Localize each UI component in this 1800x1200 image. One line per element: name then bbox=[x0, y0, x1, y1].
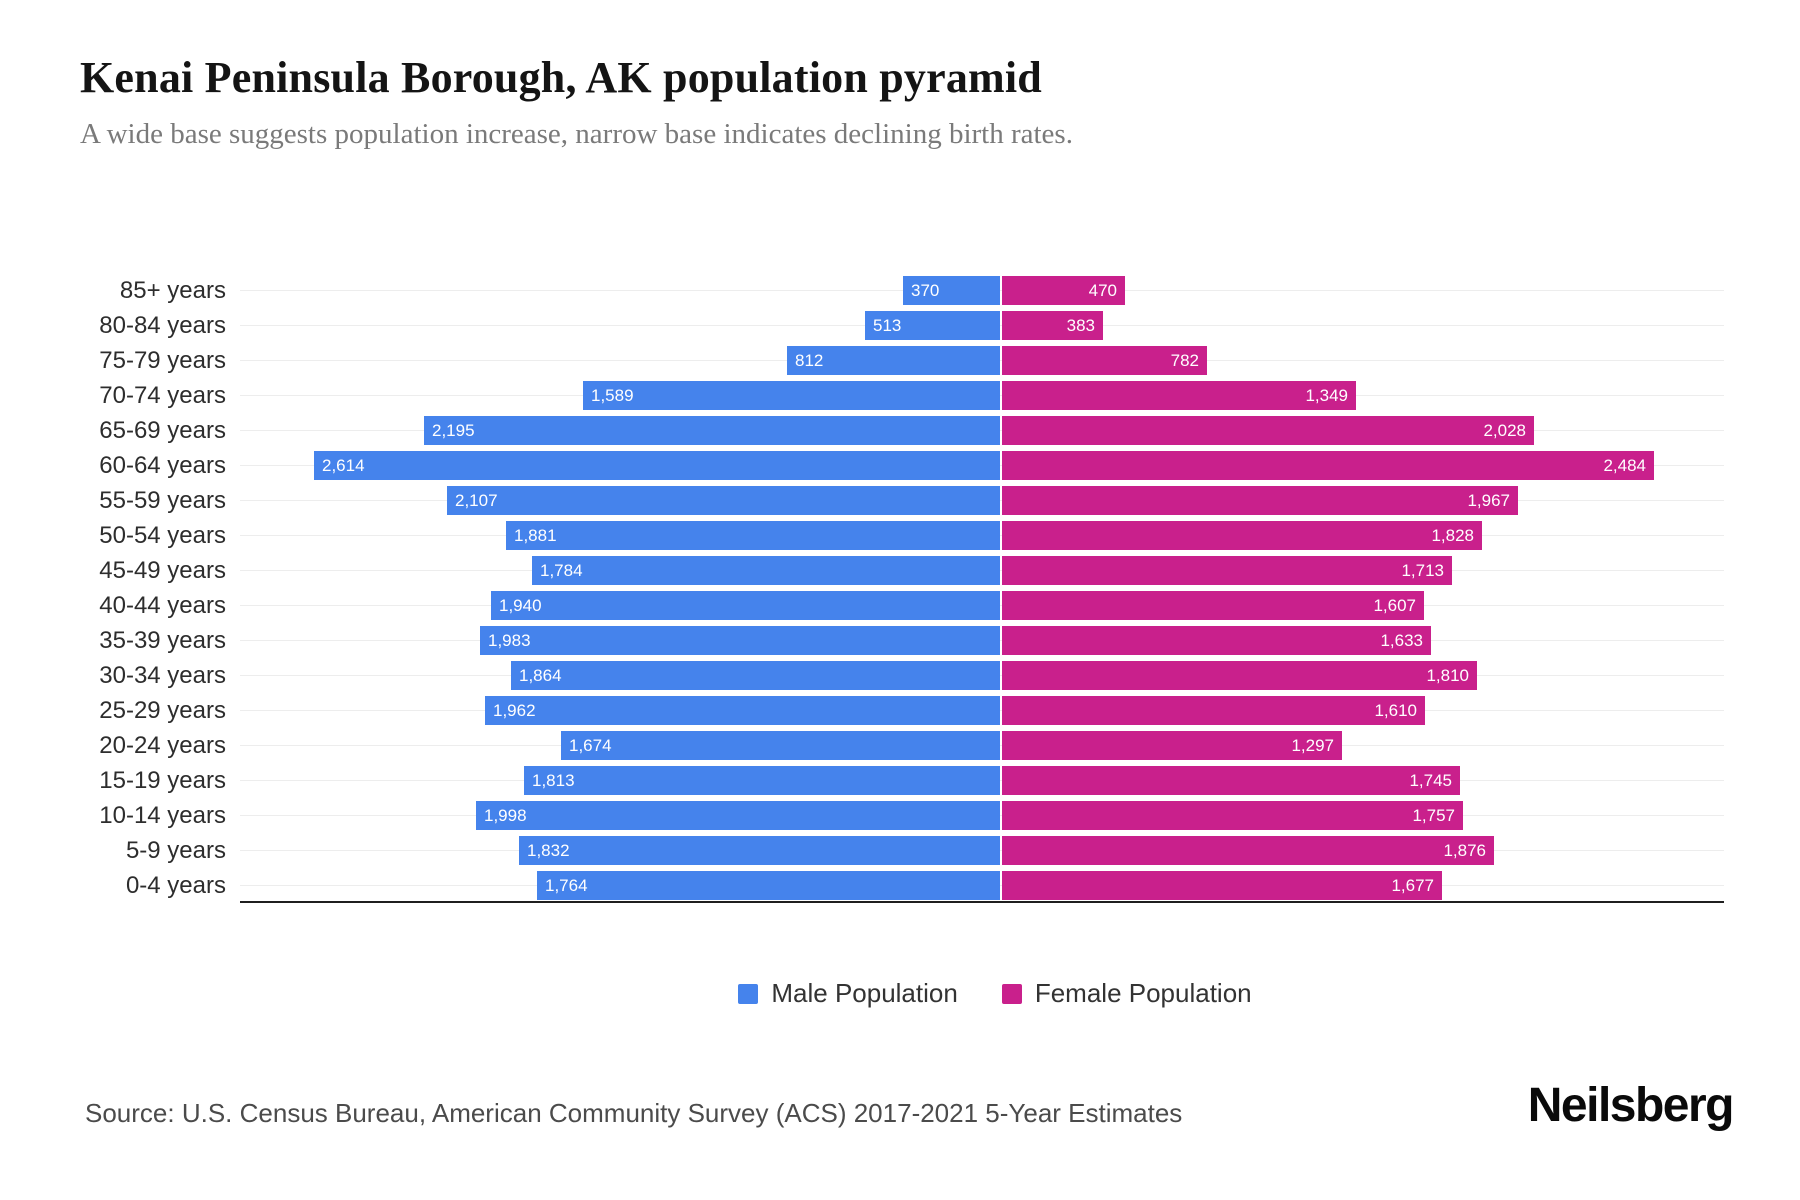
age-group-label: 60-64 years bbox=[99, 452, 226, 479]
male-bar: 1,940 bbox=[491, 591, 1000, 620]
male-legend-label: Male Population bbox=[771, 978, 958, 1008]
female-bar: 1,677 bbox=[1002, 871, 1442, 900]
male-bar: 1,764 bbox=[537, 871, 1000, 900]
male-bar: 2,195 bbox=[424, 416, 1000, 445]
pyramid-row: 65-69 years 2,195 2,028 bbox=[0, 413, 1800, 448]
pyramid-row: 70-74 years 1,589 1,349 bbox=[0, 378, 1800, 413]
age-group-label: 35-39 years bbox=[99, 627, 226, 654]
age-group-label: 85+ years bbox=[119, 277, 226, 304]
pyramid-row: 20-24 years 1,674 1,297 bbox=[0, 728, 1800, 763]
brand-logo: Neilsberg bbox=[1527, 1079, 1735, 1132]
legend-item-female: Female Population bbox=[1001, 978, 1252, 1009]
female-bar: 470 bbox=[1002, 276, 1125, 305]
male-bar: 1,998 bbox=[476, 801, 1000, 830]
pyramid-chart: 85+ years 370 470 80-84 years 513 383 75-79 ye… bbox=[0, 273, 1800, 903]
pyramid-row: 60-64 years 2,614 2,484 bbox=[0, 448, 1800, 483]
x-axis-line bbox=[240, 901, 1724, 903]
pyramid-row: 0-4 years 1,764 1,677 bbox=[0, 868, 1800, 903]
chart-title: Kenai Peninsula Borough, AK population p… bbox=[80, 53, 1042, 102]
pyramid-row: 85+ years 370 470 bbox=[0, 273, 1800, 308]
female-bar: 1,757 bbox=[1002, 801, 1463, 830]
male-legend-swatch bbox=[738, 983, 759, 1004]
female-bar: 1,633 bbox=[1002, 626, 1431, 655]
male-bar: 1,589 bbox=[583, 381, 1000, 410]
male-bar: 812 bbox=[787, 346, 1000, 375]
female-bar: 2,028 bbox=[1002, 416, 1534, 445]
pyramid-row: 15-19 years 1,813 1,745 bbox=[0, 763, 1800, 798]
age-group-label: 80-84 years bbox=[99, 312, 226, 339]
source-text: Source: U.S. Census Bureau, American Com… bbox=[85, 1098, 1183, 1128]
pyramid-row: 35-39 years 1,983 1,633 bbox=[0, 623, 1800, 658]
age-group-label: 65-69 years bbox=[99, 417, 226, 444]
male-bar: 2,107 bbox=[447, 486, 1000, 515]
female-bar: 1,607 bbox=[1002, 591, 1424, 620]
male-bar: 1,813 bbox=[524, 766, 1000, 795]
female-bar: 1,810 bbox=[1002, 661, 1477, 690]
male-bar: 1,983 bbox=[480, 626, 1000, 655]
male-bar: 1,864 bbox=[511, 661, 1000, 690]
legend: Male Population Female Population bbox=[190, 978, 1800, 1009]
male-bar: 1,832 bbox=[519, 836, 1000, 865]
male-bar: 2,614 bbox=[314, 451, 1000, 480]
male-bar: 1,784 bbox=[532, 556, 1000, 585]
pyramid-row: 45-49 years 1,784 1,713 bbox=[0, 553, 1800, 588]
pyramid-row: 80-84 years 513 383 bbox=[0, 308, 1800, 343]
female-bar: 1,828 bbox=[1002, 521, 1482, 550]
female-bar: 1,876 bbox=[1002, 836, 1494, 865]
female-bar: 1,297 bbox=[1002, 731, 1342, 760]
age-group-label: 55-59 years bbox=[99, 487, 226, 514]
pyramid-row: 5-9 years 1,832 1,876 bbox=[0, 833, 1800, 868]
pyramid-row: 55-59 years 2,107 1,967 bbox=[0, 483, 1800, 518]
male-bar: 1,962 bbox=[485, 696, 1000, 725]
female-bar: 1,745 bbox=[1002, 766, 1460, 795]
female-bar: 1,713 bbox=[1002, 556, 1452, 585]
age-group-label: 15-19 years bbox=[99, 767, 226, 794]
age-group-label: 0-4 years bbox=[125, 872, 226, 899]
age-group-label: 20-24 years bbox=[99, 732, 226, 759]
female-bar: 1,349 bbox=[1002, 381, 1356, 410]
female-bar: 383 bbox=[1002, 311, 1103, 340]
pyramid-row: 50-54 years 1,881 1,828 bbox=[0, 518, 1800, 553]
pyramid-row: 30-34 years 1,864 1,810 bbox=[0, 658, 1800, 693]
male-bar: 513 bbox=[865, 311, 1000, 340]
pyramid-row: 25-29 years 1,962 1,610 bbox=[0, 693, 1800, 728]
female-bar: 782 bbox=[1002, 346, 1207, 375]
female-bar: 2,484 bbox=[1002, 451, 1654, 480]
age-group-label: 5-9 years bbox=[125, 837, 226, 864]
chart-subtitle: A wide base suggests population increase… bbox=[80, 118, 1073, 150]
female-legend-swatch bbox=[1001, 983, 1022, 1004]
age-group-label: 50-54 years bbox=[99, 522, 226, 549]
age-group-label: 45-49 years bbox=[99, 557, 226, 584]
female-legend-label: Female Population bbox=[1034, 978, 1252, 1008]
female-bar: 1,610 bbox=[1002, 696, 1425, 725]
age-group-label: 25-29 years bbox=[99, 697, 226, 724]
pyramid-row: 10-14 years 1,998 1,757 bbox=[0, 798, 1800, 833]
male-bar: 1,881 bbox=[506, 521, 1000, 550]
age-group-label: 40-44 years bbox=[99, 592, 226, 619]
age-group-label: 30-34 years bbox=[99, 662, 226, 689]
age-group-label: 75-79 years bbox=[99, 347, 226, 374]
legend-item-male: Male Population bbox=[738, 978, 958, 1009]
pyramid-row: 75-79 years 812 782 bbox=[0, 343, 1800, 378]
male-bar: 1,674 bbox=[561, 731, 1000, 760]
age-group-label: 10-14 years bbox=[99, 802, 226, 829]
pyramid-row: 40-44 years 1,940 1,607 bbox=[0, 588, 1800, 623]
female-bar: 1,967 bbox=[1002, 486, 1518, 515]
age-group-label: 70-74 years bbox=[99, 382, 226, 409]
male-bar: 370 bbox=[903, 276, 1000, 305]
